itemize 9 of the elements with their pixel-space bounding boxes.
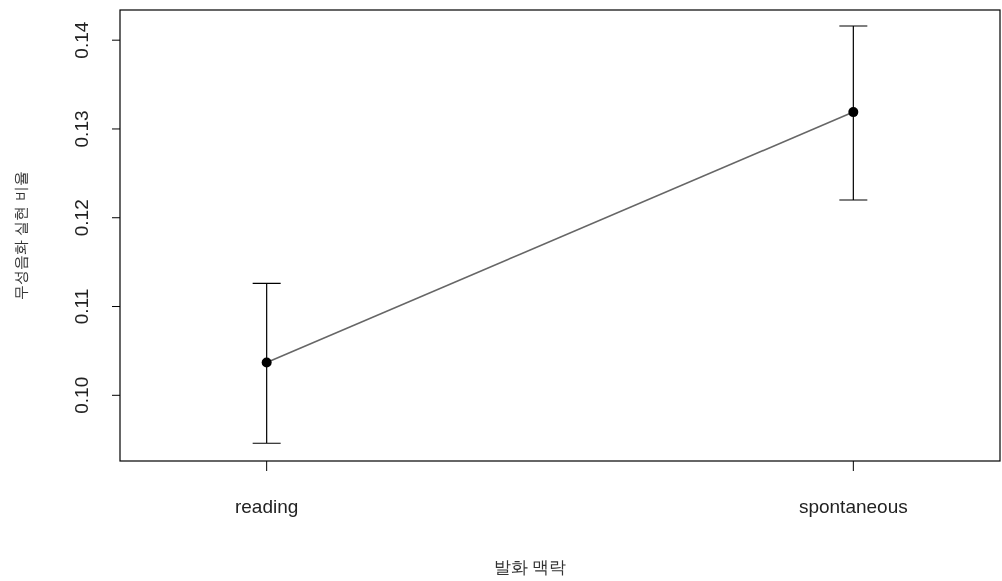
y-tick-label: 0.14: [71, 21, 92, 59]
y-axis-title: 무성음화 실현 비율: [12, 171, 29, 300]
y-tick-label: 0.10: [71, 376, 92, 414]
x-tick-label: reading: [234, 496, 299, 517]
x-axis-title: 발화 맥락: [493, 558, 567, 577]
x-tick-label: spontaneous: [798, 496, 908, 517]
y-tick-label: 0.13: [71, 110, 92, 148]
y-tick-label: 0.12: [71, 199, 92, 237]
y-tick-label: 0.11: [71, 288, 92, 325]
